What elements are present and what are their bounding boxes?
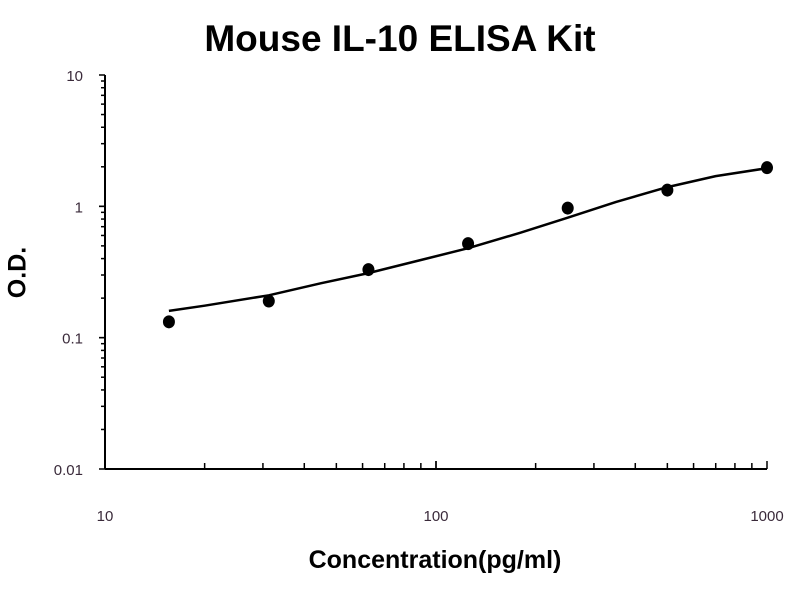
chart-title: Mouse IL-10 ELISA Kit	[204, 18, 596, 59]
data-point	[761, 161, 773, 175]
data-point	[661, 183, 674, 197]
data-point	[561, 201, 574, 215]
x-axis-label: Concentration(pg/ml)	[308, 546, 562, 574]
y-tick-label: 10	[66, 68, 83, 85]
x-tick-label: 100	[423, 508, 448, 525]
y-tick-label: 0.1	[62, 331, 83, 348]
data-point	[462, 237, 475, 251]
data-point	[162, 315, 175, 329]
x-tick-label: 1000	[750, 508, 783, 525]
x-tick-label: 10	[97, 508, 114, 525]
y-tick-label: 0.01	[54, 462, 83, 479]
data-point	[262, 294, 275, 308]
data-point	[362, 263, 375, 277]
y-tick-label: 1	[75, 199, 83, 216]
